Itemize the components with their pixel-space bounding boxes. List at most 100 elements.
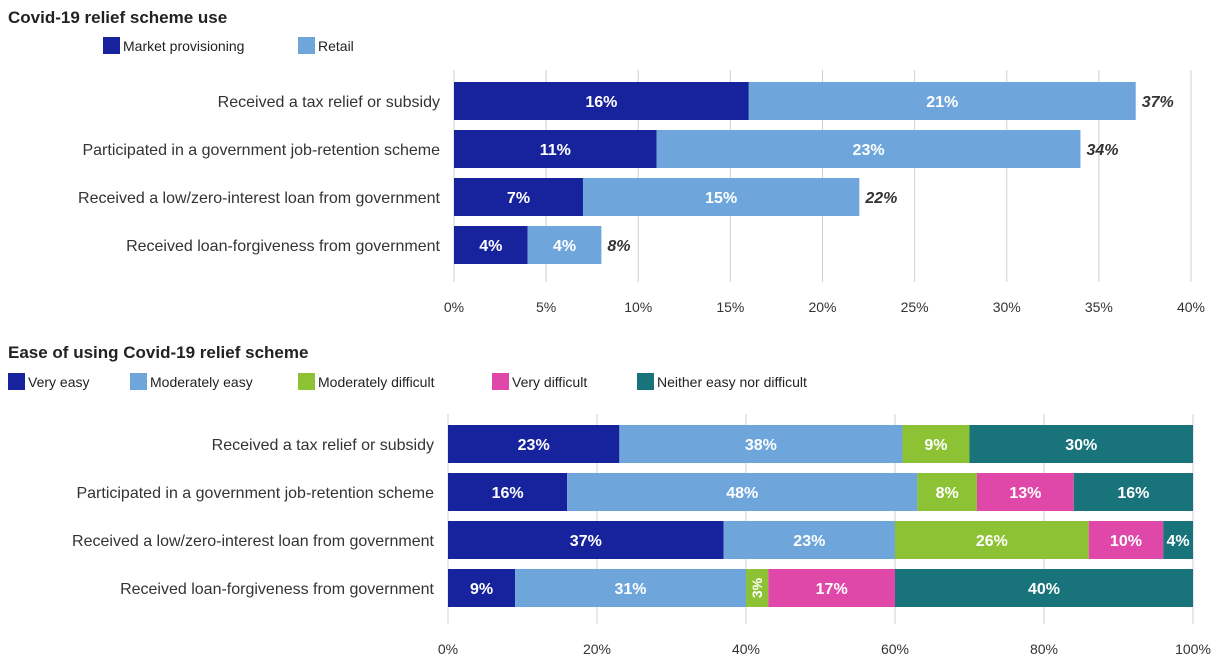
category-label: Received a low/zero-interest loan from g… xyxy=(78,190,441,207)
legend-item: Neither easy nor difficult xyxy=(637,373,807,390)
data-label: 15% xyxy=(705,190,737,207)
total-label: 8% xyxy=(607,238,630,255)
legend-item: Retail xyxy=(298,37,354,54)
legend-swatch xyxy=(298,373,315,390)
data-label: 11% xyxy=(540,142,571,159)
bar-segment xyxy=(448,569,516,607)
data-label: 23% xyxy=(793,533,825,550)
bar-segment xyxy=(515,569,746,607)
legend-item: Very easy xyxy=(8,373,89,390)
bar-segment xyxy=(448,425,620,463)
bar-segment xyxy=(1088,521,1164,559)
x-tick-label: 40% xyxy=(732,641,760,657)
x-tick-label: 0% xyxy=(438,641,458,657)
data-label: 37% xyxy=(570,533,602,550)
bar-segment xyxy=(895,521,1089,559)
bar-segment xyxy=(454,178,583,216)
bar-segment xyxy=(448,521,724,559)
bar-segment xyxy=(768,569,895,607)
data-label: 13% xyxy=(1009,485,1041,502)
legend-swatch xyxy=(637,373,654,390)
data-label: 4% xyxy=(479,238,502,255)
category-label: Received a tax relief or subsidy xyxy=(212,437,434,454)
legend-label: Very difficult xyxy=(512,373,588,390)
bar-segment xyxy=(976,473,1074,511)
legend-swatch xyxy=(130,373,147,390)
data-label: 3% xyxy=(749,577,765,598)
data-label: 23% xyxy=(853,142,885,159)
data-label: 31% xyxy=(615,581,647,598)
data-label: 16% xyxy=(585,94,617,111)
category-label: Received a tax relief or subsidy xyxy=(218,94,440,111)
legend-label: Retail xyxy=(318,37,354,54)
chart2-title: Ease of using Covid-19 relief scheme xyxy=(8,343,309,362)
data-label: 16% xyxy=(1117,485,1149,502)
data-label: 21% xyxy=(926,94,958,111)
data-label: 26% xyxy=(976,533,1008,550)
bar-segment xyxy=(454,82,749,120)
data-label: 17% xyxy=(816,581,848,598)
legend-label: Neither easy nor difficult xyxy=(657,373,807,390)
bar-segment xyxy=(969,425,1193,463)
x-tick-label: 40% xyxy=(1177,299,1205,315)
category-label: Participated in a government job-retenti… xyxy=(82,142,440,159)
bar-segment xyxy=(723,521,895,559)
data-label: 40% xyxy=(1028,581,1060,598)
legend-swatch xyxy=(103,37,120,54)
legend-item: Moderately easy xyxy=(130,373,253,390)
x-tick-label: 20% xyxy=(583,641,611,657)
bar-segment xyxy=(902,425,970,463)
legend-item: Moderately difficult xyxy=(298,373,434,390)
legend-label: Very easy xyxy=(28,373,90,390)
legend-label: Moderately difficult xyxy=(318,373,435,390)
x-tick-label: 0% xyxy=(444,299,464,315)
bar-segment xyxy=(454,130,657,168)
x-tick-label: 5% xyxy=(536,299,556,315)
x-tick-label: 10% xyxy=(624,299,652,315)
data-label: 16% xyxy=(492,485,524,502)
bar-segment xyxy=(582,178,860,216)
category-label: Participated in a government job-retenti… xyxy=(76,485,434,502)
legend-label: Market provisioning xyxy=(123,37,245,54)
data-label: 9% xyxy=(470,581,493,598)
bar-segment xyxy=(656,130,1081,168)
bar-segment xyxy=(454,226,528,264)
legend-swatch xyxy=(298,37,315,54)
x-tick-label: 100% xyxy=(1175,641,1211,657)
data-label: 4% xyxy=(1167,533,1190,550)
legend-item: Market provisioning xyxy=(103,37,244,54)
bar-segment xyxy=(748,82,1136,120)
data-label: 9% xyxy=(924,437,947,454)
bar-segment xyxy=(1073,473,1193,511)
category-label: Received loan-forgiveness from governmen… xyxy=(126,238,440,255)
x-tick-label: 15% xyxy=(716,299,744,315)
data-label: 48% xyxy=(726,485,758,502)
bar-segment xyxy=(527,226,602,264)
bar-segment xyxy=(746,569,769,607)
x-tick-label: 30% xyxy=(993,299,1021,315)
legend-item: Very difficult xyxy=(492,373,587,390)
total-label: 34% xyxy=(1086,142,1118,159)
bar-segment xyxy=(917,473,977,511)
data-label: 4% xyxy=(553,238,576,255)
legend-label: Moderately easy xyxy=(150,373,253,390)
total-label: 22% xyxy=(864,190,897,207)
data-label: 8% xyxy=(936,485,959,502)
data-label: 30% xyxy=(1065,437,1097,454)
bar-segment xyxy=(619,425,903,463)
category-label: Received loan-forgiveness from governmen… xyxy=(120,581,434,598)
x-tick-label: 60% xyxy=(881,641,909,657)
total-label: 37% xyxy=(1142,94,1174,111)
bar-segment xyxy=(1163,521,1193,559)
data-label: 38% xyxy=(745,437,777,454)
data-label: 23% xyxy=(518,437,550,454)
x-tick-label: 25% xyxy=(901,299,929,315)
bar-segment xyxy=(895,569,1193,607)
category-label: Received a low/zero-interest loan from g… xyxy=(72,533,435,550)
legend-swatch xyxy=(492,373,509,390)
chart1-title: Covid-19 relief scheme use xyxy=(8,8,228,27)
bar-segment xyxy=(567,473,918,511)
x-tick-label: 80% xyxy=(1030,641,1058,657)
data-label: 7% xyxy=(507,190,530,207)
